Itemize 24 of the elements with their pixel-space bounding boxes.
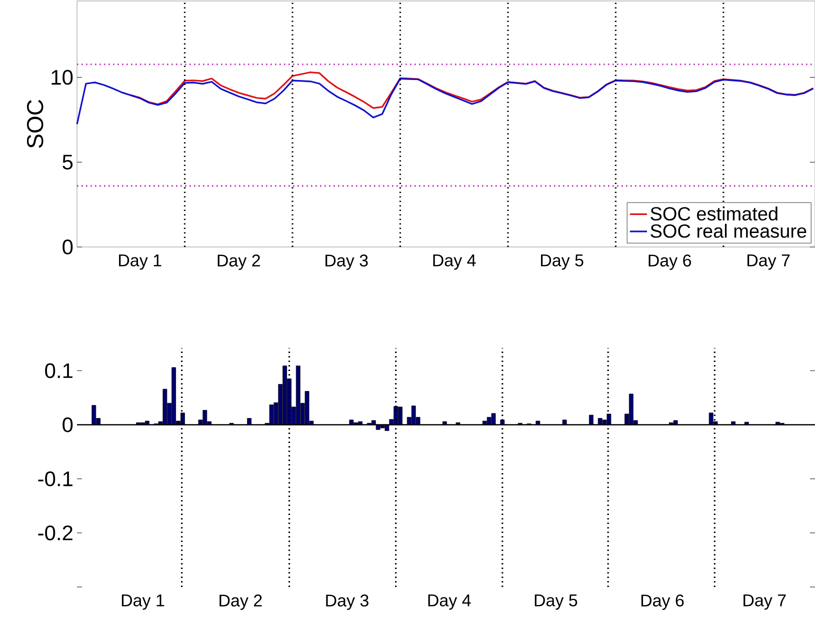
x-tick-label: Day 5 xyxy=(534,594,578,610)
y-tick-label: -0.2 xyxy=(38,525,72,540)
legend-label: SOC estimated xyxy=(650,206,778,221)
x-tick-label: Day 2 xyxy=(220,594,262,610)
x-tick-label: Day 2 xyxy=(218,254,260,270)
x-tick-label: Day 3 xyxy=(326,254,368,270)
x-tick-label: Day 3 xyxy=(326,594,368,610)
y-tick-label: 0 xyxy=(62,240,73,254)
legend-label: SOC real measure xyxy=(650,224,806,238)
y-tick-label: -0.1 xyxy=(38,471,72,486)
y-axis-title: SOC xyxy=(26,100,44,148)
y-tick-label: 5 xyxy=(62,154,73,170)
x-tick-label: Day 1 xyxy=(122,594,164,610)
y-tick-label: 0.1 xyxy=(45,363,72,378)
x-tick-label: Day 4 xyxy=(433,254,476,270)
y-tick-label: 0 xyxy=(62,417,73,432)
x-tick-label: Day 5 xyxy=(541,254,584,270)
x-tick-label: Day 6 xyxy=(641,594,684,610)
x-tick-label: Day 7 xyxy=(748,254,790,270)
y-tick-label: 10 xyxy=(52,70,73,85)
x-tick-label: Day 1 xyxy=(119,254,162,270)
x-tick-label: Day 7 xyxy=(744,594,786,610)
x-tick-label: Day 6 xyxy=(648,254,691,270)
x-tick-label: Day 4 xyxy=(428,594,471,610)
